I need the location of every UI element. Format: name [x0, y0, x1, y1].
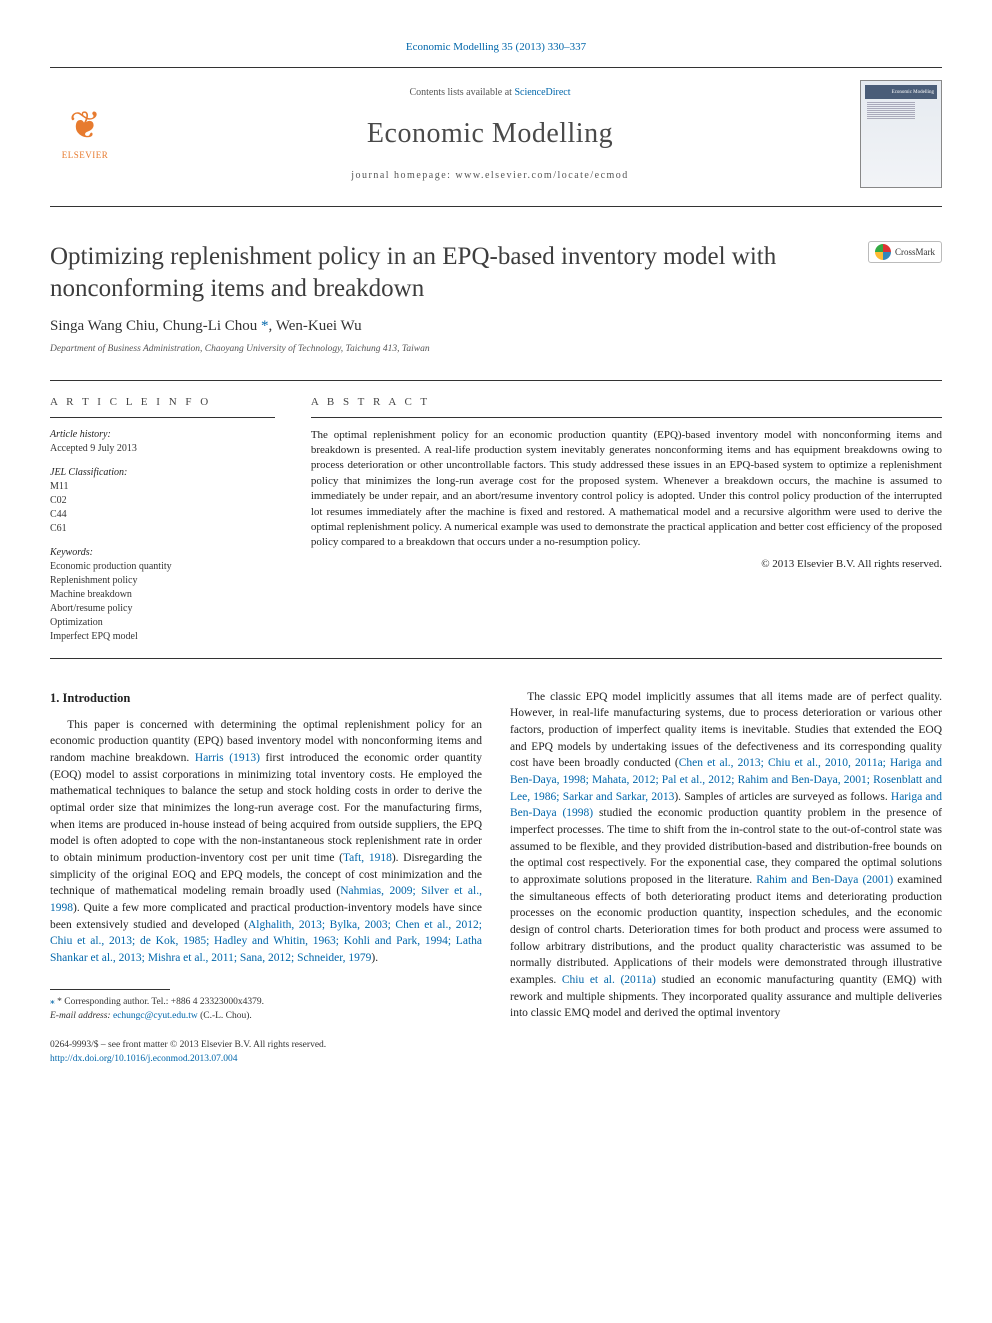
keyword: Abort/resume policy	[50, 602, 275, 616]
article-title: Optimizing replenishment policy in an EP…	[50, 241, 868, 304]
email-line: E-mail address: echungc@cyut.edu.tw (C.-…	[50, 1010, 482, 1024]
crossmark-badge[interactable]: CrossMark	[868, 241, 942, 263]
footnote-separator	[50, 989, 170, 990]
journal-homepage-line: journal homepage: www.elsevier.com/locat…	[120, 169, 860, 183]
abstract-heading: A B S T R A C T	[311, 395, 942, 417]
journal-header-center: Contents lists available at ScienceDirec…	[120, 86, 860, 183]
abstract-copyright: © 2013 Elsevier B.V. All rights reserved…	[311, 557, 942, 572]
email-link[interactable]: echungc@cyut.edu.tw	[113, 1011, 198, 1021]
article-history-value: Accepted 9 July 2013	[50, 442, 275, 456]
journal-header: ❦ ELSEVIER Contents lists available at S…	[50, 67, 942, 207]
journal-reference: Economic Modelling 35 (2013) 330–337	[50, 40, 942, 55]
elsevier-tree-icon: ❦	[69, 107, 101, 145]
corresponding-author-text: * Corresponding author. Tel.: +886 4 233…	[57, 997, 264, 1007]
title-row: Optimizing replenishment policy in an EP…	[50, 241, 942, 304]
abstract-text: The optimal replenishment policy for an …	[311, 428, 942, 551]
footer-left: 0264-9993/$ – see front matter © 2013 El…	[50, 1039, 326, 1066]
sciencedirect-link[interactable]: ScienceDirect	[514, 87, 570, 98]
journal-name: Economic Modelling	[120, 114, 860, 153]
corresponding-star-icon: *	[257, 318, 268, 334]
jel-label: JEL Classification:	[50, 466, 275, 480]
email-suffix: (C.-L. Chou).	[198, 1011, 252, 1021]
page: Economic Modelling 35 (2013) 330–337 ❦ E…	[0, 0, 992, 1106]
info-abstract-block: A R T I C L E I N F O Article history: A…	[50, 380, 942, 658]
citation-link[interactable]: Taft, 1918	[343, 852, 392, 864]
body-text: examined the simultaneous effects of bot…	[510, 874, 942, 986]
body-paragraph: This paper is concerned with determining…	[50, 717, 482, 967]
publisher-logo: ❦ ELSEVIER	[50, 93, 120, 175]
keyword: Economic production quantity	[50, 560, 275, 574]
page-footer: 0264-9993/$ – see front matter © 2013 El…	[50, 1039, 942, 1066]
article-info-heading: A R T I C L E I N F O	[50, 395, 275, 417]
citation-link[interactable]: Chiu et al. (2011a)	[562, 974, 656, 986]
corresponding-author-note: ⁎ * Corresponding author. Tel.: +886 4 2…	[50, 996, 482, 1010]
author-1: Singa Wang Chiu,	[50, 318, 163, 334]
doi-link[interactable]: http://dx.doi.org/10.1016/j.econmod.2013…	[50, 1054, 237, 1064]
body-text: ). Samples of articles are surveyed as f…	[674, 791, 891, 803]
article-history-label: Article history:	[50, 428, 275, 442]
body-text: ).	[371, 952, 378, 964]
homepage-prefix: journal homepage:	[351, 170, 455, 181]
jel-code: C61	[50, 522, 275, 536]
jel-code: C44	[50, 508, 275, 522]
keyword: Optimization	[50, 616, 275, 630]
affiliation: Department of Business Administration, C…	[50, 343, 942, 356]
citation-link[interactable]: Rahim and Ben-Daya (2001)	[756, 874, 893, 886]
citation-link[interactable]: Harris (1913)	[195, 752, 260, 764]
cover-thumb-body	[865, 99, 937, 183]
footnotes: ⁎ * Corresponding author. Tel.: +886 4 2…	[50, 996, 482, 1024]
body-paragraph: The classic EPQ model implicitly assumes…	[510, 689, 942, 1022]
body-columns: 1. Introduction This paper is concerned …	[50, 689, 942, 1024]
keyword: Machine breakdown	[50, 588, 275, 602]
contents-prefix: Contents lists available at	[409, 87, 514, 98]
crossmark-label: CrossMark	[895, 246, 935, 259]
cover-thumb-title: Economic Modelling	[865, 85, 937, 99]
homepage-url: www.elsevier.com/locate/ecmod	[455, 170, 628, 181]
authors: Singa Wang Chiu, Chung-Li Chou *, Wen-Ku…	[50, 316, 942, 337]
body-text: first introduced the economic order quan…	[50, 752, 482, 864]
author-2: Chung-Li Chou	[163, 318, 258, 334]
jel-code: C02	[50, 494, 275, 508]
email-label: E-mail address:	[50, 1011, 113, 1021]
contents-available-line: Contents lists available at ScienceDirec…	[120, 86, 860, 100]
keywords-label: Keywords:	[50, 546, 275, 560]
author-3: , Wen-Kuei Wu	[269, 318, 362, 334]
keyword: Replenishment policy	[50, 574, 275, 588]
article-info: A R T I C L E I N F O Article history: A…	[50, 381, 291, 657]
abstract: A B S T R A C T The optimal replenishmen…	[291, 381, 942, 657]
crossmark-icon	[875, 244, 891, 260]
section-heading-introduction: 1. Introduction	[50, 689, 482, 707]
keyword: Imperfect EPQ model	[50, 630, 275, 644]
issn-line: 0264-9993/$ – see front matter © 2013 El…	[50, 1039, 326, 1052]
star-icon: ⁎	[50, 997, 55, 1007]
publisher-name: ELSEVIER	[62, 149, 109, 162]
journal-reference-link[interactable]: Economic Modelling 35 (2013) 330–337	[406, 41, 586, 53]
jel-code: M11	[50, 480, 275, 494]
journal-cover-thumbnail: Economic Modelling	[860, 80, 942, 188]
